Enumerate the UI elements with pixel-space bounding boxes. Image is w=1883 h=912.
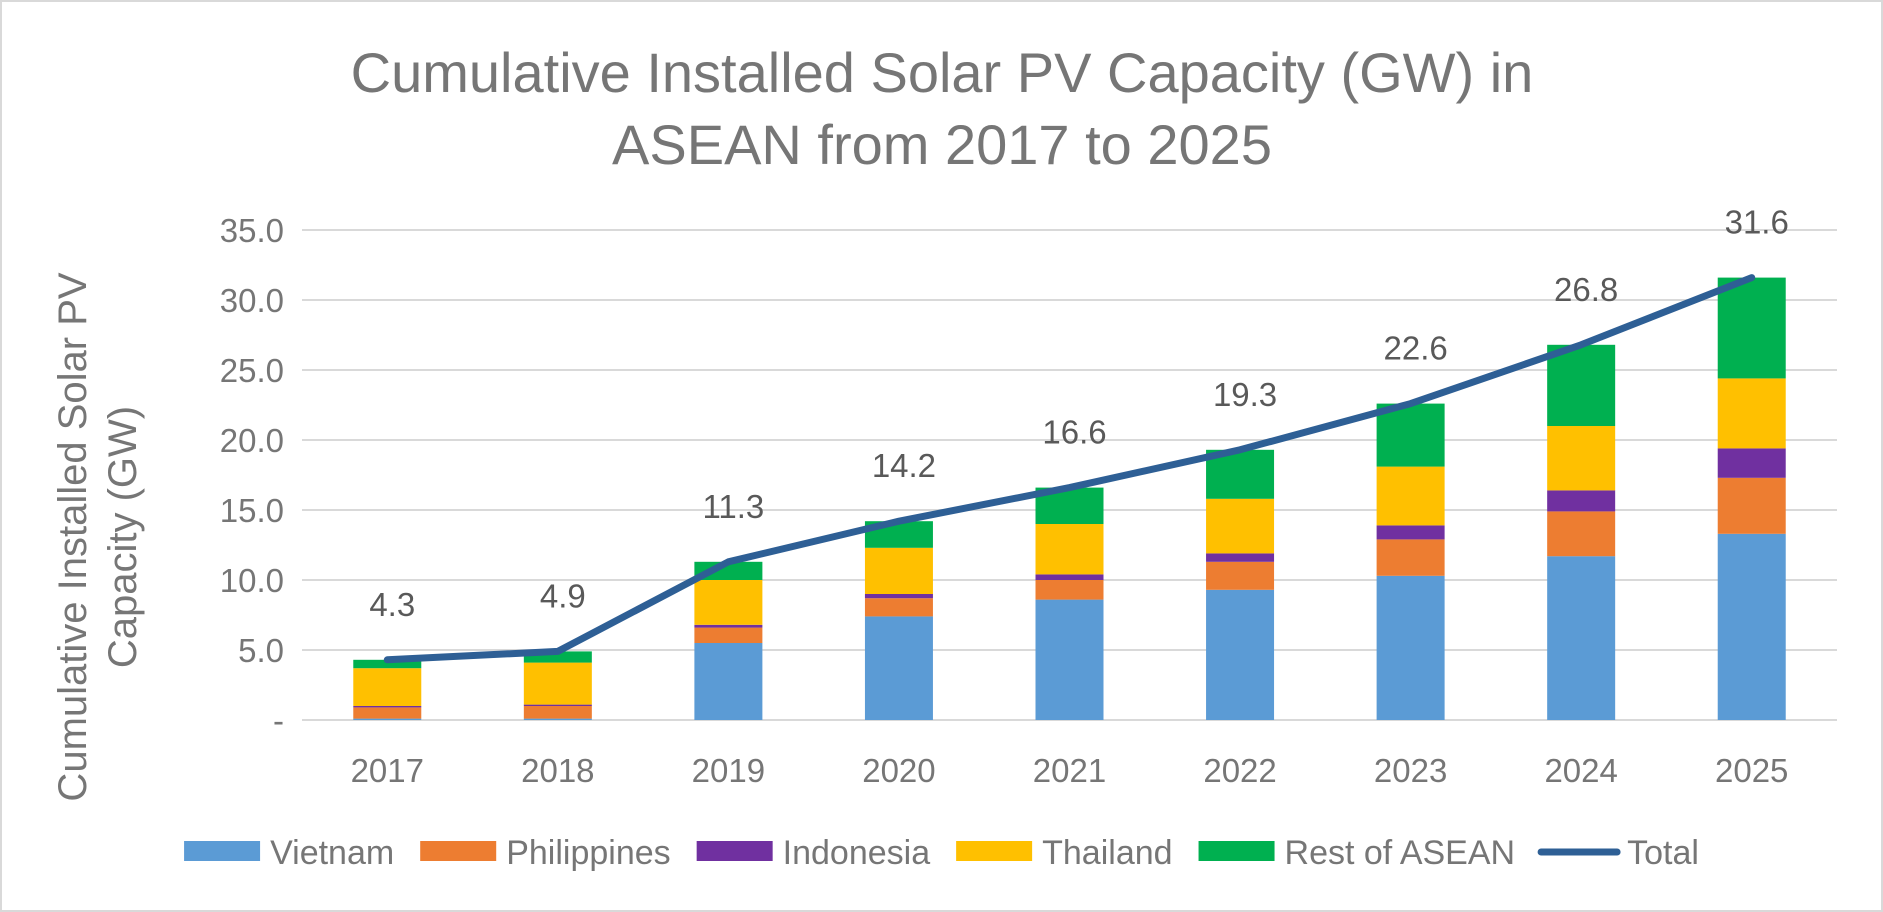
data-label-2019: 11.3 xyxy=(702,488,764,525)
legend-swatch-indonesia xyxy=(696,841,773,861)
bar-vietnam-2017 xyxy=(353,718,422,720)
bar-vietnam-2022 xyxy=(1206,589,1275,720)
bar-philippines-2021 xyxy=(1035,580,1104,600)
y-tick-label: 25.0 xyxy=(220,352,284,389)
legend-swatch-thailand xyxy=(956,841,1033,861)
bar-rest-of-asean-2019 xyxy=(694,561,763,580)
bar-thailand-2023 xyxy=(1376,466,1445,526)
y-tick-label: 10.0 xyxy=(220,562,284,599)
legend-label-thailand: Thailand xyxy=(1042,834,1172,872)
legend: Vietnam Philippines Indonesia Thailand Rest … xyxy=(184,834,1699,872)
x-tick-label-2021: 2021 xyxy=(1033,752,1106,789)
data-label-2022: 19.3 xyxy=(1213,376,1277,413)
bar-thailand-2021 xyxy=(1035,524,1104,575)
bar-vietnam-2018 xyxy=(523,718,592,720)
y-axis-ticks: - 5.0 10.0 15.0 20.0 25.0 30.0 35.0 xyxy=(220,212,284,739)
legend-swatch-rest-of-asean xyxy=(1198,841,1275,861)
bar-vietnam-2021 xyxy=(1035,599,1104,720)
x-tick-label-2019: 2019 xyxy=(692,752,765,789)
data-label-2020: 14.2 xyxy=(872,447,936,484)
bar-vietnam-2025 xyxy=(1717,533,1786,720)
bars xyxy=(353,277,1786,720)
bar-indonesia-2023 xyxy=(1376,525,1445,540)
x-tick-label-2018: 2018 xyxy=(521,752,594,789)
legend-swatch-philippines xyxy=(420,841,497,861)
y-tick-label: 35.0 xyxy=(220,212,284,249)
legend-label-vietnam: Vietnam xyxy=(270,834,394,872)
bar-indonesia-2022 xyxy=(1206,553,1275,562)
data-label-2024: 26.8 xyxy=(1554,271,1618,308)
y-tick-label: 5.0 xyxy=(238,632,284,669)
bar-vietnam-2019 xyxy=(694,643,763,720)
bar-indonesia-2021 xyxy=(1035,574,1104,580)
bar-rest-of-asean-2023 xyxy=(1376,403,1445,467)
bar-philippines-2025 xyxy=(1717,477,1786,534)
chart-title: Cumulative Installed Solar PV Capacity (… xyxy=(351,41,1534,176)
bar-vietnam-2024 xyxy=(1547,556,1616,720)
data-label-2023: 22.6 xyxy=(1383,330,1447,367)
bar-philippines-2023 xyxy=(1376,539,1445,576)
x-tick-label-2024: 2024 xyxy=(1544,752,1617,789)
x-axis-ticks: 2017 2018 2019 2020 2021 2022 2023 2024 2025 xyxy=(351,752,1789,789)
bar-rest-of-asean-2018 xyxy=(523,651,592,663)
bar-rest-of-asean-2024 xyxy=(1547,344,1616,426)
data-label-2025: 31.6 xyxy=(1725,204,1789,241)
bar-indonesia-2017 xyxy=(353,706,422,708)
bar-thailand-2022 xyxy=(1206,498,1275,554)
bar-indonesia-2025 xyxy=(1717,448,1786,478)
legend-label-indonesia: Indonesia xyxy=(783,834,931,872)
data-label-2021: 16.6 xyxy=(1042,414,1106,451)
bar-philippines-2020 xyxy=(864,598,933,617)
bar-vietnam-2023 xyxy=(1376,575,1445,720)
bar-rest-of-asean-2017 xyxy=(353,659,422,669)
bar-philippines-2022 xyxy=(1206,561,1275,590)
y-axis-label: Cumulative Installed Solar PV Capacity (… xyxy=(51,272,145,801)
x-tick-label-2023: 2023 xyxy=(1374,752,1447,789)
bar-indonesia-2019 xyxy=(694,624,763,628)
x-tick-label-2022: 2022 xyxy=(1203,752,1276,789)
x-tick-label-2017: 2017 xyxy=(351,752,424,789)
legend-swatch-vietnam xyxy=(184,841,261,861)
bar-indonesia-2018 xyxy=(523,704,592,706)
bar-indonesia-2020 xyxy=(864,594,933,599)
bar-thailand-2017 xyxy=(353,668,422,706)
chart-title-line-1: Cumulative Installed Solar PV Capacity (… xyxy=(351,41,1534,104)
data-label-2017: 4.3 xyxy=(369,586,415,623)
bar-thailand-2018 xyxy=(523,662,592,705)
data-labels: 4.3 4.9 11.3 14.2 16.6 19.3 22.6 26.8 31.6 xyxy=(369,204,1788,623)
legend-label-philippines: Philippines xyxy=(506,834,670,872)
y-axis-label-line-1: Cumulative Installed Solar PV xyxy=(51,272,95,801)
y-tick-label: 15.0 xyxy=(220,492,284,529)
y-axis-label-line-2: Capacity (GW) xyxy=(101,406,145,668)
x-tick-label-2020: 2020 xyxy=(862,752,935,789)
bar-thailand-2025 xyxy=(1717,378,1786,449)
total-line-group xyxy=(383,274,1756,664)
bar-thailand-2019 xyxy=(694,580,763,625)
bar-philippines-2017 xyxy=(353,707,422,719)
legend-label-total: Total xyxy=(1627,834,1699,872)
y-tick-label: - xyxy=(273,702,284,739)
chart-title-line-2: ASEAN from 2017 to 2025 xyxy=(612,113,1272,176)
y-tick-label: 20.0 xyxy=(220,422,284,459)
y-tick-label: 30.0 xyxy=(220,282,284,319)
bar-thailand-2020 xyxy=(864,547,933,594)
x-tick-label-2025: 2025 xyxy=(1715,752,1788,789)
data-label-2018: 4.9 xyxy=(540,577,586,614)
bar-rest-of-asean-2025 xyxy=(1717,277,1786,379)
bar-philippines-2024 xyxy=(1547,511,1616,557)
bar-indonesia-2024 xyxy=(1547,490,1616,512)
bar-thailand-2024 xyxy=(1547,426,1616,491)
bar-philippines-2019 xyxy=(694,627,763,643)
legend-label-rest-of-asean: Rest of ASEAN xyxy=(1285,834,1516,872)
bar-philippines-2018 xyxy=(523,706,592,719)
bar-vietnam-2020 xyxy=(864,616,933,720)
total-line xyxy=(383,274,1756,664)
